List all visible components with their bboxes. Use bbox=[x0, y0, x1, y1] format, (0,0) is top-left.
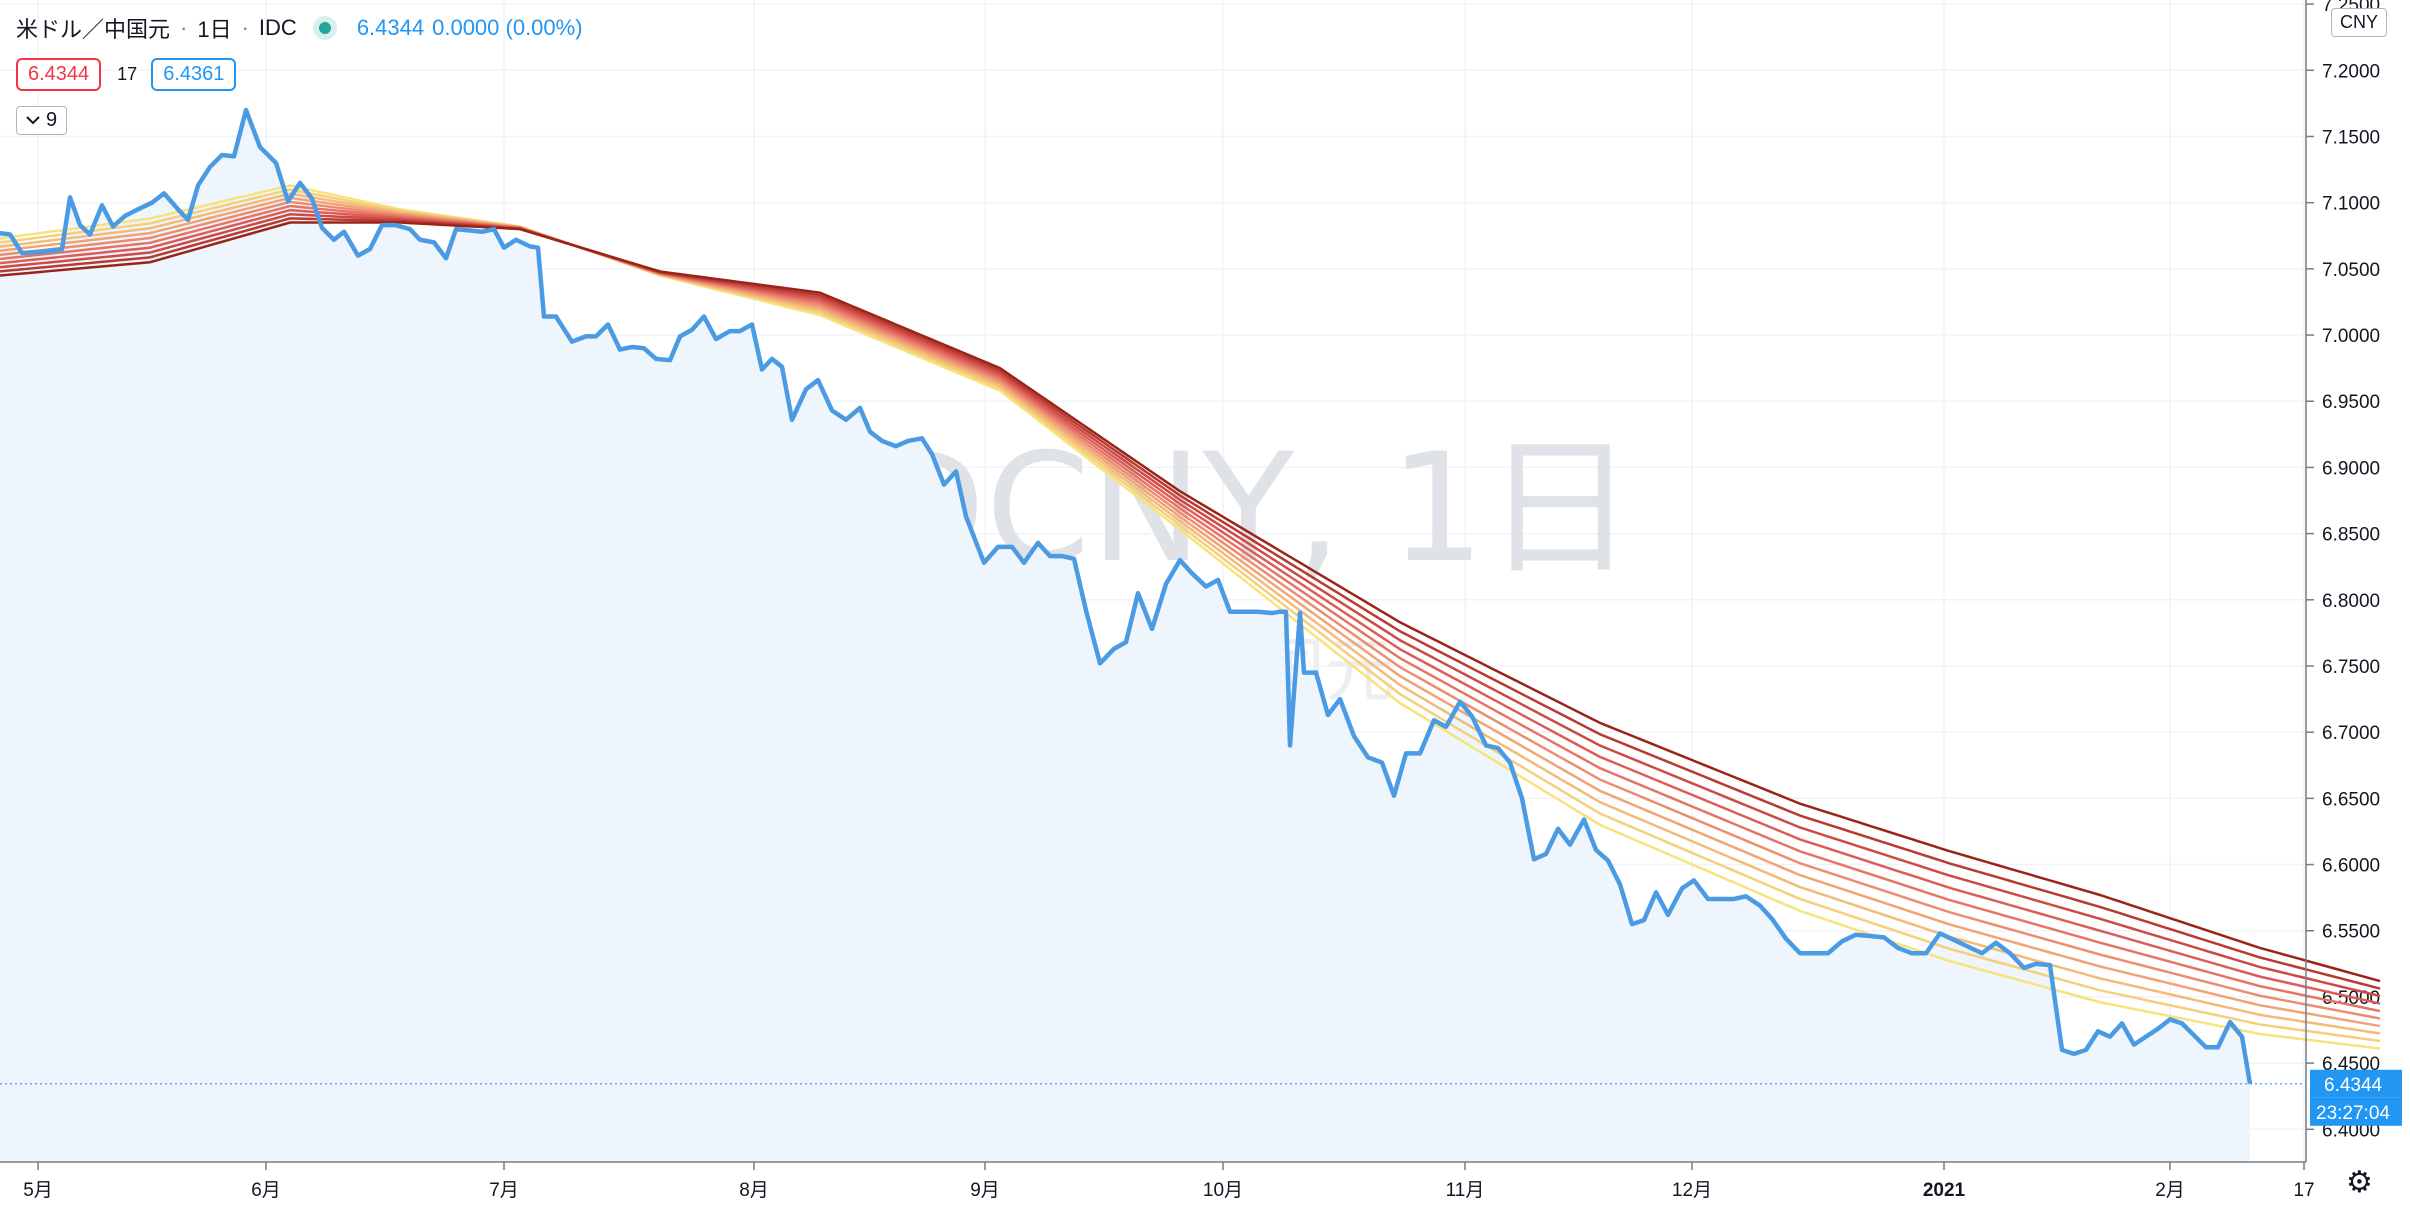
bid-price-box[interactable]: 6.4344 bbox=[16, 57, 102, 91]
x-axis-label: 7月 bbox=[489, 1180, 519, 1201]
last-price-label: 6.4344 bbox=[2324, 1075, 2383, 1096]
y-axis-label: 6.8500 bbox=[2322, 525, 2380, 546]
y-axis-label: 6.7500 bbox=[2322, 657, 2380, 678]
ribbon-line-6 bbox=[0, 204, 2381, 1013]
x-axis-label: 12月 bbox=[1672, 1180, 1712, 1201]
price-change: 0.0000 (0.00%) bbox=[432, 15, 583, 40]
chart-legend: 米ドル／中国元 · 1日 · IDC 6.4344 0.0000 (0.00%)… bbox=[16, 10, 583, 148]
countdown-label: 23:27:04 bbox=[2316, 1103, 2390, 1124]
indicators-toggle-button[interactable]: 9 bbox=[16, 105, 68, 135]
countdown-label-bg bbox=[2310, 1097, 2402, 1126]
interval-label[interactable]: 1日 bbox=[197, 17, 232, 42]
y-axis-label: 6.5500 bbox=[2322, 922, 2380, 943]
y-axis-label: 7.0500 bbox=[2322, 260, 2380, 281]
x-axis-label: 10月 bbox=[1203, 1180, 1243, 1201]
exchange-label: IDC bbox=[258, 15, 297, 40]
x-axis-label: 9月 bbox=[970, 1180, 1000, 1201]
y-axis-label: 6.9500 bbox=[2322, 392, 2380, 413]
y-axis-label: 7.2000 bbox=[2322, 61, 2380, 82]
separator-dot: · bbox=[180, 15, 188, 40]
chevron-down-icon bbox=[26, 116, 40, 125]
price-area-fill bbox=[0, 110, 2250, 1163]
ribbon-line-10 bbox=[0, 221, 2381, 983]
y-axis-label: 7.1000 bbox=[2322, 194, 2380, 215]
x-axis-label: 5月 bbox=[23, 1180, 53, 1201]
price-line bbox=[0, 107, 2253, 1085]
ribbon-line-7 bbox=[0, 208, 2381, 1005]
x-axis-label: 11月 bbox=[1446, 1180, 1485, 1201]
symbol-description[interactable]: 米ドル／中国元 bbox=[16, 17, 171, 42]
legend-row-quote: 6.4344 17 6.4361 bbox=[16, 56, 583, 92]
y-axis-label: 6.8000 bbox=[2322, 591, 2380, 612]
ribbon-line-4 bbox=[0, 196, 2381, 1028]
market-status-icon[interactable] bbox=[318, 22, 331, 34]
y-axis-label: 7.1500 bbox=[2322, 127, 2380, 148]
separator-dot: · bbox=[241, 15, 249, 40]
spread-value: 17 bbox=[117, 63, 138, 84]
last-price-label-bg bbox=[2310, 1069, 2402, 1098]
x-axis-label: 2月 bbox=[2155, 1180, 2185, 1201]
ask-price-box[interactable]: 6.4361 bbox=[151, 57, 237, 91]
indicators-count: 9 bbox=[46, 108, 58, 131]
y-axis-label: 6.9000 bbox=[2322, 458, 2380, 479]
x-axis-label: 2021 bbox=[1923, 1180, 1966, 1201]
ribbon-line-1 bbox=[0, 184, 2381, 1050]
currency-button[interactable]: CNY bbox=[2331, 8, 2388, 37]
last-price: 6.4344 bbox=[356, 15, 425, 40]
y-axis-label: 6.7000 bbox=[2322, 723, 2380, 744]
legend-row-main: 米ドル／中国元 · 1日 · IDC 6.4344 0.0000 (0.00%) bbox=[16, 10, 583, 46]
y-axis-label: 6.6000 bbox=[2322, 856, 2380, 877]
x-axis-label: 17 bbox=[2293, 1180, 2314, 1201]
y-axis-label: 6.6500 bbox=[2322, 789, 2380, 810]
settings-gear-icon[interactable]: ⚙ bbox=[2346, 1166, 2373, 1199]
ribbon-line-9 bbox=[0, 217, 2381, 990]
x-axis-label: 6月 bbox=[251, 1180, 281, 1201]
y-axis-label: 7.0000 bbox=[2322, 326, 2380, 347]
ribbon-line-5 bbox=[0, 200, 2381, 1020]
ribbon-line-2 bbox=[0, 188, 2381, 1043]
ribbon-line-3 bbox=[0, 192, 2381, 1035]
legend-row-indicators: 9 bbox=[16, 102, 583, 138]
x-axis-label: 8月 bbox=[739, 1180, 769, 1201]
ribbon-line-8 bbox=[0, 213, 2381, 998]
